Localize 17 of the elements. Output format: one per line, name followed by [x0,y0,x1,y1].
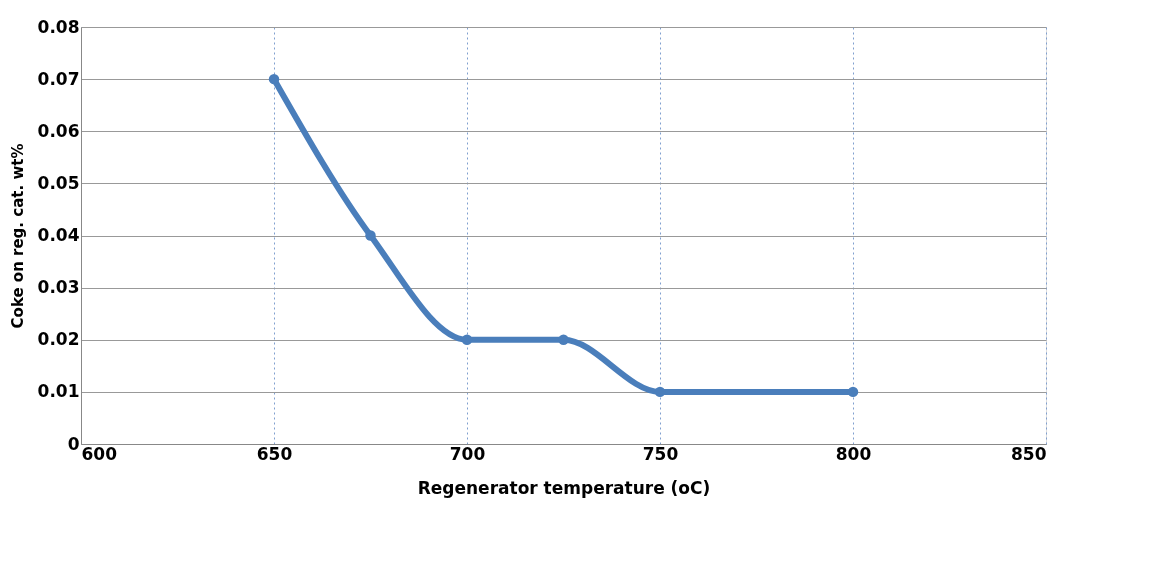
x-tick-label: 850 [1011,443,1047,464]
y-tick-label: 0.03 [37,277,80,298]
y-tick-label: 0.05 [37,172,80,193]
x-axis-title: Regenerator temperature (oC) [417,477,711,498]
y-tick-label: 0.02 [37,329,80,350]
y-tick-label: 0.07 [37,68,80,89]
y-axis-title: Coke on reg. cat. wt% [8,143,27,329]
x-tick-label: 650 [256,443,293,464]
x-tick-label: 600 [81,443,118,464]
y-tick-label: 0 [67,433,80,454]
y-tick-label: 0.01 [37,381,80,402]
y-tick-label: 0.04 [37,225,80,245]
x-tick-label: 800 [835,443,872,464]
y-tick-label: 0.06 [37,120,80,141]
y-tick-label: 0.08 [37,16,80,37]
x-tick-label: 700 [449,443,486,464]
x-tick-label: 750 [642,443,679,464]
